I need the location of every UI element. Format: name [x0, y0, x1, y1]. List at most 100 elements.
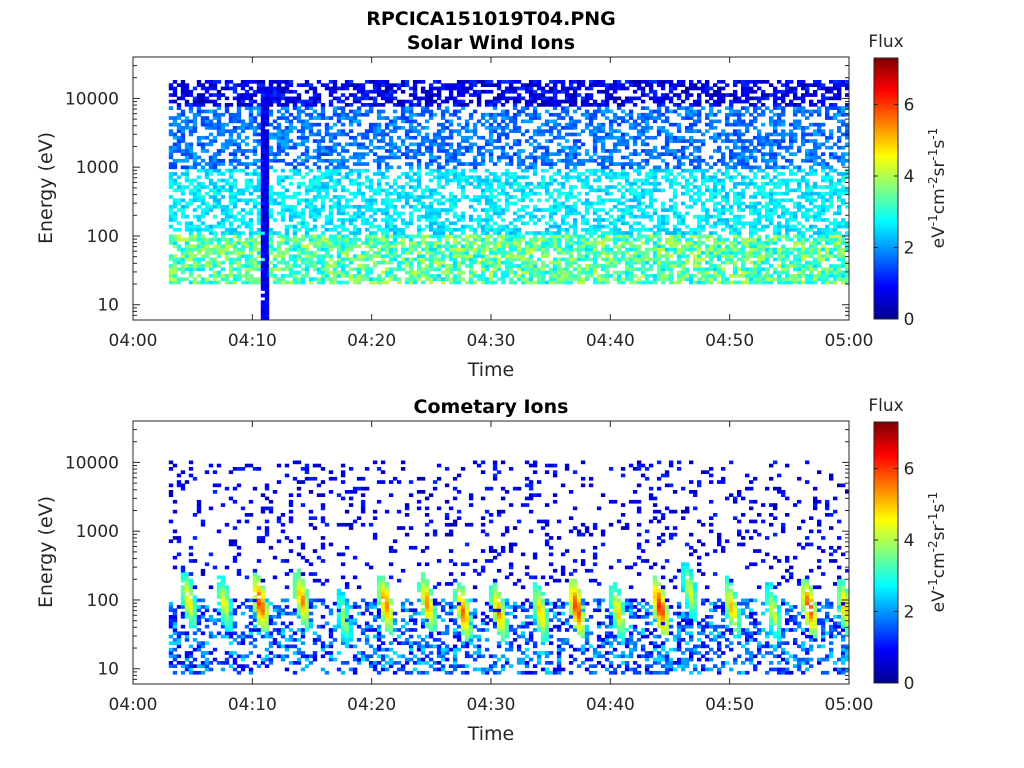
- heatmap-cell: [456, 260, 462, 265]
- heatmap-cell: [172, 218, 178, 222]
- heatmap-cell: [672, 83, 678, 87]
- heatmap-cell: [272, 254, 278, 258]
- heatmap-cell: [464, 237, 470, 242]
- heatmap-cell: [388, 218, 394, 222]
- heatmap-cell: [689, 237, 694, 242]
- heatmap-cell: [256, 112, 262, 117]
- heatmap-cell: [508, 227, 514, 232]
- heatmap-cell: [520, 251, 526, 255]
- heatmap-cell: [572, 211, 578, 216]
- heatmap-cell: [689, 181, 694, 186]
- heatmap-cell: [488, 158, 494, 163]
- heatmap-cell: [468, 162, 474, 166]
- heatmap-cell: [560, 149, 566, 153]
- heatmap-cell: [296, 119, 302, 124]
- heatmap-cell: [504, 175, 510, 180]
- heatmap-cell: [216, 132, 222, 137]
- heatmap-cell: [204, 142, 210, 147]
- heatmap-cell: [564, 175, 570, 180]
- heatmap-cell: [200, 149, 206, 153]
- heatmap-cell: [296, 172, 302, 176]
- heatmap-cell: [476, 214, 482, 219]
- heatmap-cell: [556, 89, 562, 94]
- heatmap-cell: [344, 274, 350, 278]
- heatmap-cell: [548, 129, 554, 133]
- heatmap-cell: [488, 80, 494, 84]
- heatmap-cell: [636, 227, 642, 232]
- heatmap-cell: [312, 214, 318, 219]
- heatmap-cell: [316, 158, 322, 163]
- heatmap-cell: [200, 208, 206, 212]
- heatmap-cell: [676, 270, 682, 275]
- heatmap-cell: [344, 227, 350, 232]
- heatmap-cell: [168, 218, 174, 222]
- heatmap-cell: [504, 244, 510, 249]
- heatmap-cell: [524, 277, 530, 281]
- heatmap-cell: [312, 267, 318, 272]
- heatmap-cell: [516, 126, 522, 130]
- heatmap-cell: [304, 185, 310, 189]
- heatmap-cell: [676, 129, 682, 133]
- heatmap-cell: [604, 106, 610, 110]
- heatmap-cell: [496, 93, 502, 97]
- heatmap-cell: [260, 264, 266, 268]
- heatmap-cell: [476, 181, 482, 186]
- heatmap-cell: [532, 208, 538, 212]
- heatmap-cell: [556, 280, 562, 285]
- heatmap-cell: [260, 195, 266, 199]
- heatmap-cell: [272, 191, 278, 196]
- heatmap-cell: [428, 201, 434, 206]
- heatmap-cell: [260, 168, 266, 173]
- heatmap-cell: [412, 247, 418, 252]
- heatmap-cell: [232, 201, 238, 206]
- heatmap-cell: [248, 224, 254, 229]
- heatmap-cell: [548, 208, 554, 212]
- heatmap-cell: [580, 83, 586, 87]
- heatmap-cell: [592, 201, 598, 206]
- heatmap-cell: [220, 244, 226, 249]
- heatmap-cell: [464, 234, 470, 239]
- heatmap-cell: [292, 103, 298, 107]
- heatmap-cell: [224, 231, 230, 235]
- heatmap-cell: [228, 112, 234, 117]
- heatmap-cell: [492, 139, 498, 143]
- heatmap-cell: [592, 126, 598, 130]
- heatmap-cell: [452, 234, 458, 239]
- heatmap-cell: [632, 83, 638, 87]
- heatmap-cell: [376, 237, 382, 242]
- heatmap-cell: [228, 86, 234, 91]
- heatmap-cell: [572, 162, 578, 166]
- heatmap-cell: [172, 201, 178, 206]
- heatmap-cell: [412, 80, 418, 84]
- heatmap-cell: [620, 251, 626, 255]
- heatmap-cell: [416, 152, 422, 156]
- heatmap-cell: [328, 237, 334, 242]
- heatmap-cell: [224, 139, 230, 143]
- heatmap-cell: [488, 198, 494, 203]
- heatmap-cell: [685, 260, 690, 265]
- heatmap-cell: [344, 96, 350, 101]
- heatmap-cell: [697, 251, 702, 255]
- heatmap-cell: [685, 244, 690, 249]
- heatmap-cell: [352, 257, 358, 262]
- heatmap-cell: [472, 251, 478, 255]
- heatmap-cell: [368, 96, 374, 101]
- heatmap-cell: [520, 149, 526, 153]
- heatmap-cell: [476, 237, 482, 242]
- heatmap-cell: [400, 152, 406, 156]
- heatmap-cell: [384, 126, 390, 130]
- heatmap-cell: [468, 270, 474, 275]
- heatmap-cell: [184, 142, 190, 147]
- heatmap-cell: [504, 155, 510, 160]
- heatmap-cell: [460, 257, 466, 262]
- heatmap-cell: [600, 188, 606, 193]
- heatmap-cell: [380, 158, 386, 163]
- heatmap-cell: [180, 185, 186, 189]
- heatmap-cell: [368, 204, 374, 209]
- heatmap-cell: [520, 254, 526, 258]
- heatmap-cell: [524, 270, 530, 275]
- heatmap-cell: [448, 83, 454, 87]
- heatmap-cell: [296, 241, 302, 245]
- heatmap-cell: [396, 267, 402, 272]
- heatmap-cell: [476, 244, 482, 249]
